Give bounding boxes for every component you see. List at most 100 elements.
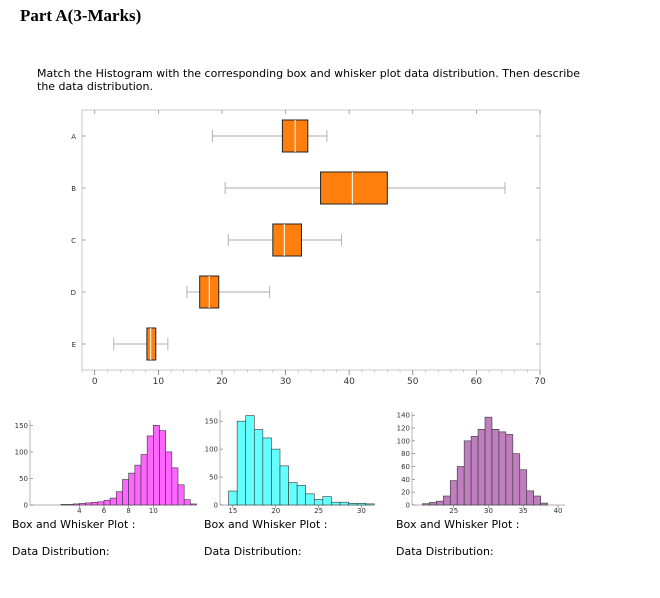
page-title: Part A(3-Marks)	[20, 6, 142, 25]
histogram-bar	[348, 503, 358, 506]
y-tick-label: 50	[19, 475, 28, 483]
histogram-2: 0 50 100 150 15 20 25 30	[205, 410, 375, 515]
histogram-bar	[253, 429, 264, 506]
box-B	[320, 171, 388, 205]
y-tick-label: 50	[209, 474, 218, 482]
histogram-bar	[122, 479, 129, 506]
histogram-bar	[177, 484, 185, 506]
q1-box-label: Box and Whisker Plot :	[12, 518, 136, 531]
category-label: D	[71, 289, 76, 297]
histogram-bar	[436, 500, 444, 506]
y-tick-label: 0	[24, 502, 28, 510]
histogram-bar	[519, 469, 528, 506]
q3-box-label: Box and Whisker Plot :	[396, 518, 520, 531]
histogram-bar	[109, 497, 117, 506]
q1-dist-label: Data Distribution:	[12, 545, 110, 558]
x-tick-label: 30	[280, 377, 292, 387]
category-label: C	[71, 237, 76, 245]
x-tick-label: 10	[149, 507, 158, 515]
box-whisker-chart: A B C D E 0 10 20 30 40 50 60 70	[71, 109, 546, 387]
histogram-bar	[159, 430, 166, 506]
x-tick-label: 20	[271, 507, 280, 515]
histogram-bar	[313, 499, 324, 506]
y-tick-label: 60	[401, 463, 410, 471]
x-tick-label: 10	[153, 377, 165, 387]
x-tick-label: 25	[314, 507, 323, 515]
histogram-bar	[526, 490, 535, 506]
histogram-bar	[331, 501, 341, 506]
x-tick-label: 35	[519, 507, 528, 515]
histogram-bar	[463, 440, 472, 506]
x-tick-label: 30	[484, 507, 493, 515]
y-tick-label: 100	[397, 437, 410, 445]
histogram-bar	[171, 467, 179, 506]
histogram-bar	[442, 495, 451, 506]
histogram-bar	[449, 480, 458, 506]
histogram-bar	[477, 429, 486, 506]
x-tick-label: 0	[92, 377, 98, 387]
histogram-bar	[245, 415, 255, 506]
y-tick-label: 40	[401, 476, 410, 484]
histogram-3: 0 20 40 60 80 100 120 140 25 30 35 40	[397, 412, 565, 515]
histogram-bar	[190, 503, 197, 506]
histogram-bar	[165, 451, 173, 506]
histogram-bar	[72, 503, 80, 506]
histogram-bar	[66, 504, 74, 506]
box-E	[146, 327, 157, 361]
histogram-bar	[296, 485, 307, 506]
histogram-bar	[533, 495, 541, 506]
box-C	[272, 223, 302, 257]
histogram-bar	[183, 499, 191, 506]
histogram-bar	[60, 504, 68, 506]
x-tick-label: 8	[126, 507, 130, 515]
histogram-bar	[322, 496, 332, 506]
histogram-bar	[429, 502, 437, 506]
histogram-bar	[228, 490, 238, 506]
histogram-bar	[128, 472, 136, 506]
histogram-bar	[484, 416, 493, 506]
y-tick-label: 150	[205, 418, 218, 426]
histogram-bar	[305, 493, 315, 506]
category-label: E	[72, 341, 76, 349]
y-tick-label: 100	[15, 448, 28, 456]
x-tick-label: 50	[407, 377, 419, 387]
x-tick-label: 40	[343, 377, 355, 387]
histogram-bar	[91, 502, 99, 506]
y-tick-label: 20	[401, 489, 410, 497]
histogram-bar	[456, 466, 465, 506]
y-tick-label: 150	[15, 422, 28, 430]
histogram-bar	[134, 464, 142, 506]
histogram-bar	[365, 503, 375, 506]
histogram-bar	[153, 425, 160, 506]
histogram-bar	[262, 437, 272, 506]
x-tick-label: 6	[102, 507, 107, 515]
histogram-bar	[356, 503, 367, 506]
y-tick-label: 120	[397, 425, 410, 433]
category-label: B	[71, 185, 76, 193]
histogram-bar	[116, 491, 123, 506]
histogram-bar	[97, 501, 105, 506]
histogram-1: 0 50 100 150 4 6 8 10	[15, 420, 197, 515]
y-tick-label: 100	[205, 446, 218, 454]
histogram-bar	[271, 448, 281, 506]
y-tick-label: 0	[214, 502, 218, 510]
x-tick-label: 4	[77, 507, 82, 515]
histogram-bar	[236, 420, 247, 506]
histogram-bar	[103, 499, 111, 506]
y-tick-label: 80	[401, 450, 410, 458]
histogram-bar	[85, 502, 92, 506]
q2-box-label: Box and Whisker Plot :	[204, 518, 328, 531]
histogram-bar	[505, 434, 514, 506]
histogram-bar	[279, 465, 289, 506]
q2-dist-label: Data Distribution:	[204, 545, 302, 558]
x-tick-label: 15	[228, 507, 237, 515]
histogram-bar	[512, 453, 521, 506]
histogram-bar	[491, 429, 500, 506]
histogram-bar	[540, 502, 548, 506]
histogram-bar	[79, 503, 86, 506]
histogram-bar	[498, 431, 507, 506]
q3-dist-label: Data Distribution:	[396, 545, 494, 558]
histogram-bar	[288, 482, 298, 506]
x-tick-label: 30	[357, 507, 366, 515]
